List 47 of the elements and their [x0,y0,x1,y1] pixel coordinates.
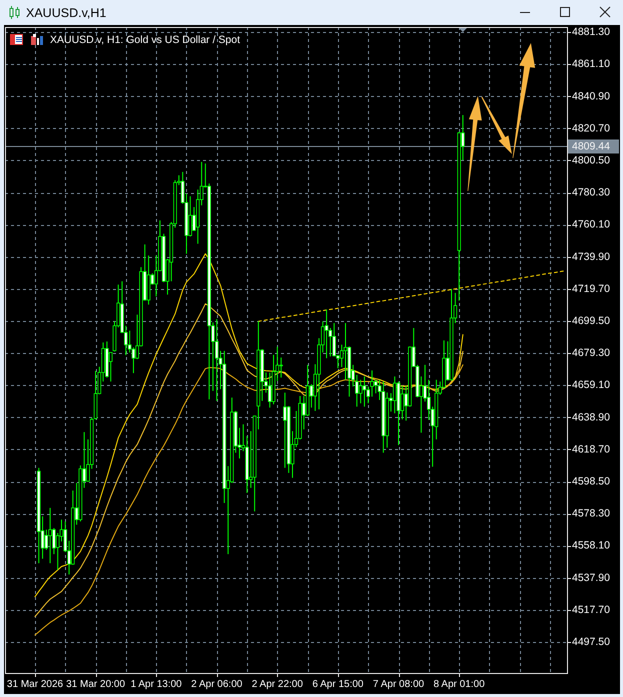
y-tick-label: 4537.90 [572,572,610,584]
y-tick-label: 4558.10 [572,540,610,552]
y-tick-label: 4861.10 [572,58,610,70]
candlestick [358,379,362,404]
y-tick-label: 4820.70 [572,122,610,134]
candlestick [214,318,219,402]
candlestick [268,372,272,408]
x-tick-label: 7 Apr 08:00 [372,679,425,690]
x-tick-label: 31 Mar 20:00 [66,679,126,690]
y-tick-label: 4497.50 [572,636,610,648]
line-series [258,270,566,322]
y-tick-label: 4840.90 [572,90,610,102]
candlestick [400,385,404,420]
line-series [34,253,464,598]
candlestick [108,352,113,382]
y-tick-label: 4699.50 [572,315,610,327]
x-tick-label: 31 Mar 2026 [6,679,64,690]
candlestick [188,196,192,237]
line-series [34,364,464,636]
y-tick-label: 4679.30 [572,347,610,360]
chart-title: XAUUSD.v,H1 [26,6,106,20]
x-tick-label: 2 Apr 06:00 [191,679,243,690]
text: XAUUSD.v, H1: Gold vs US Dollar / Spot [50,34,240,46]
line-series [34,303,464,618]
y-tick-label: 4517.70 [572,604,610,616]
x-tick-label: 1 Apr 13:00 [130,679,182,690]
candlestick [362,376,366,408]
y-tick-label: 4618.70 [572,443,610,456]
y-tick-label: 4598.50 [572,476,610,488]
y-tick-label: 4638.90 [572,411,610,424]
y-tick-label: 4760.10 [572,218,610,231]
y-tick-label: 4659.10 [572,379,610,392]
candlestick [392,376,397,414]
candlestick [324,309,328,359]
y-tick-label: 4739.90 [572,250,610,263]
candlestick [283,392,287,468]
y-tick-label: 4881.30 [572,26,610,38]
x-tick-label: 2 Apr 22:00 [252,679,304,690]
y-tick-label: 4800.50 [572,154,610,166]
y-tick-label: 4578.30 [572,508,610,520]
x-tick-label: 8 Apr 01:00 [434,679,486,690]
candlestick [48,507,52,564]
y-tick-label: 4780.30 [572,186,610,199]
y-tick-label: 4719.70 [572,282,610,295]
ref-line-label: 4809.44 [572,140,610,152]
candlestick [344,322,348,380]
x-tick-label: 6 Apr 15:00 [312,679,364,690]
